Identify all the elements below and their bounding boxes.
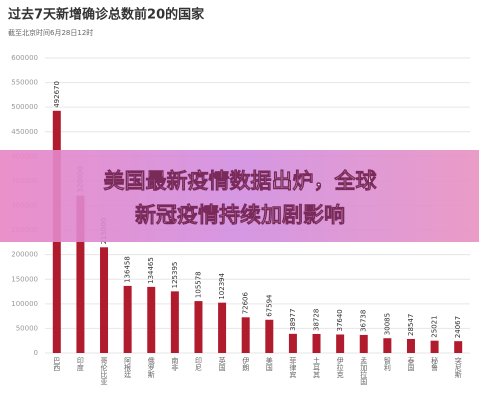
bar [194,301,203,353]
y-tick-label: 550000 [11,79,38,87]
bar [100,247,109,353]
x-tick-label: 泰国 [407,356,415,372]
value-label: 125395 [171,262,179,289]
bar [218,302,227,353]
value-label: 136458 [124,256,132,283]
bar [312,333,321,353]
y-tick-label: 600000 [11,54,38,62]
y-tick-label: 450000 [11,128,38,136]
x-tick-label: 印度 [76,357,84,372]
value-label: 37640 [336,309,344,331]
bar [170,291,179,353]
value-label: 36738 [360,310,368,332]
bar [336,334,345,353]
value-label: 38977 [289,309,297,331]
bar [406,338,415,353]
x-tick-label: 哥伦比亚 [100,357,108,385]
bar [430,340,439,353]
chart-subtitle: 截至北京时间6月28日12时 [8,28,93,37]
y-tick-label: 0 [34,349,38,357]
value-label: 72606 [242,291,250,314]
y-tick-label: 150000 [11,275,38,283]
bar [241,317,250,353]
banner-line: 新冠疫情持续加剧影响 [135,203,345,227]
x-tick-label: 伊拉克 [336,356,344,379]
y-tick-label: 50000 [16,324,38,332]
x-tick-label: 南非 [171,356,179,372]
x-tick-label: 菲律宾 [289,356,297,379]
x-tick-label: 突尼斯 [454,356,462,379]
bar [123,285,132,353]
value-label: 134465 [147,257,155,284]
bar [76,195,85,353]
value-label: 38728 [313,309,321,331]
chart-title: 过去7天新增确诊总数前20的国家 [8,7,205,23]
y-tick-label: 200000 [11,251,38,259]
y-tick-label: 500000 [11,103,38,111]
x-tick-label: 阿根廷 [124,356,132,379]
value-label: 25021 [431,315,439,337]
bar [265,319,274,353]
value-label: 30085 [383,313,391,335]
value-label: 28547 [407,314,415,336]
value-label: 102394 [218,272,226,299]
x-tick-label: 英国 [218,356,226,372]
x-tick-label: 土耳其 [313,356,321,379]
x-tick-label: 巴西 [53,357,61,372]
x-tick-label: 秘鲁 [431,356,439,372]
x-tick-label: 智利 [383,356,391,371]
bar [359,334,368,353]
value-label: 24067 [454,316,462,338]
x-tick-label: 孟加拉国 [360,356,368,386]
bar [454,341,463,353]
x-tick-label: 俄罗斯 [147,356,155,379]
bar [288,333,297,353]
value-label: 492670 [53,81,61,108]
value-label: 67594 [265,294,273,317]
banner [0,150,479,242]
value-label: 105578 [194,271,202,298]
bar [147,286,156,353]
y-tick-label: 100000 [11,300,38,308]
x-tick-label: 印尼 [194,357,202,372]
bar [383,338,392,353]
x-tick-label: 伊朗 [242,356,250,372]
banner-line: 美国最新疫情数据出炉，全球 [104,169,378,193]
x-tick-label: 美国 [265,356,273,372]
